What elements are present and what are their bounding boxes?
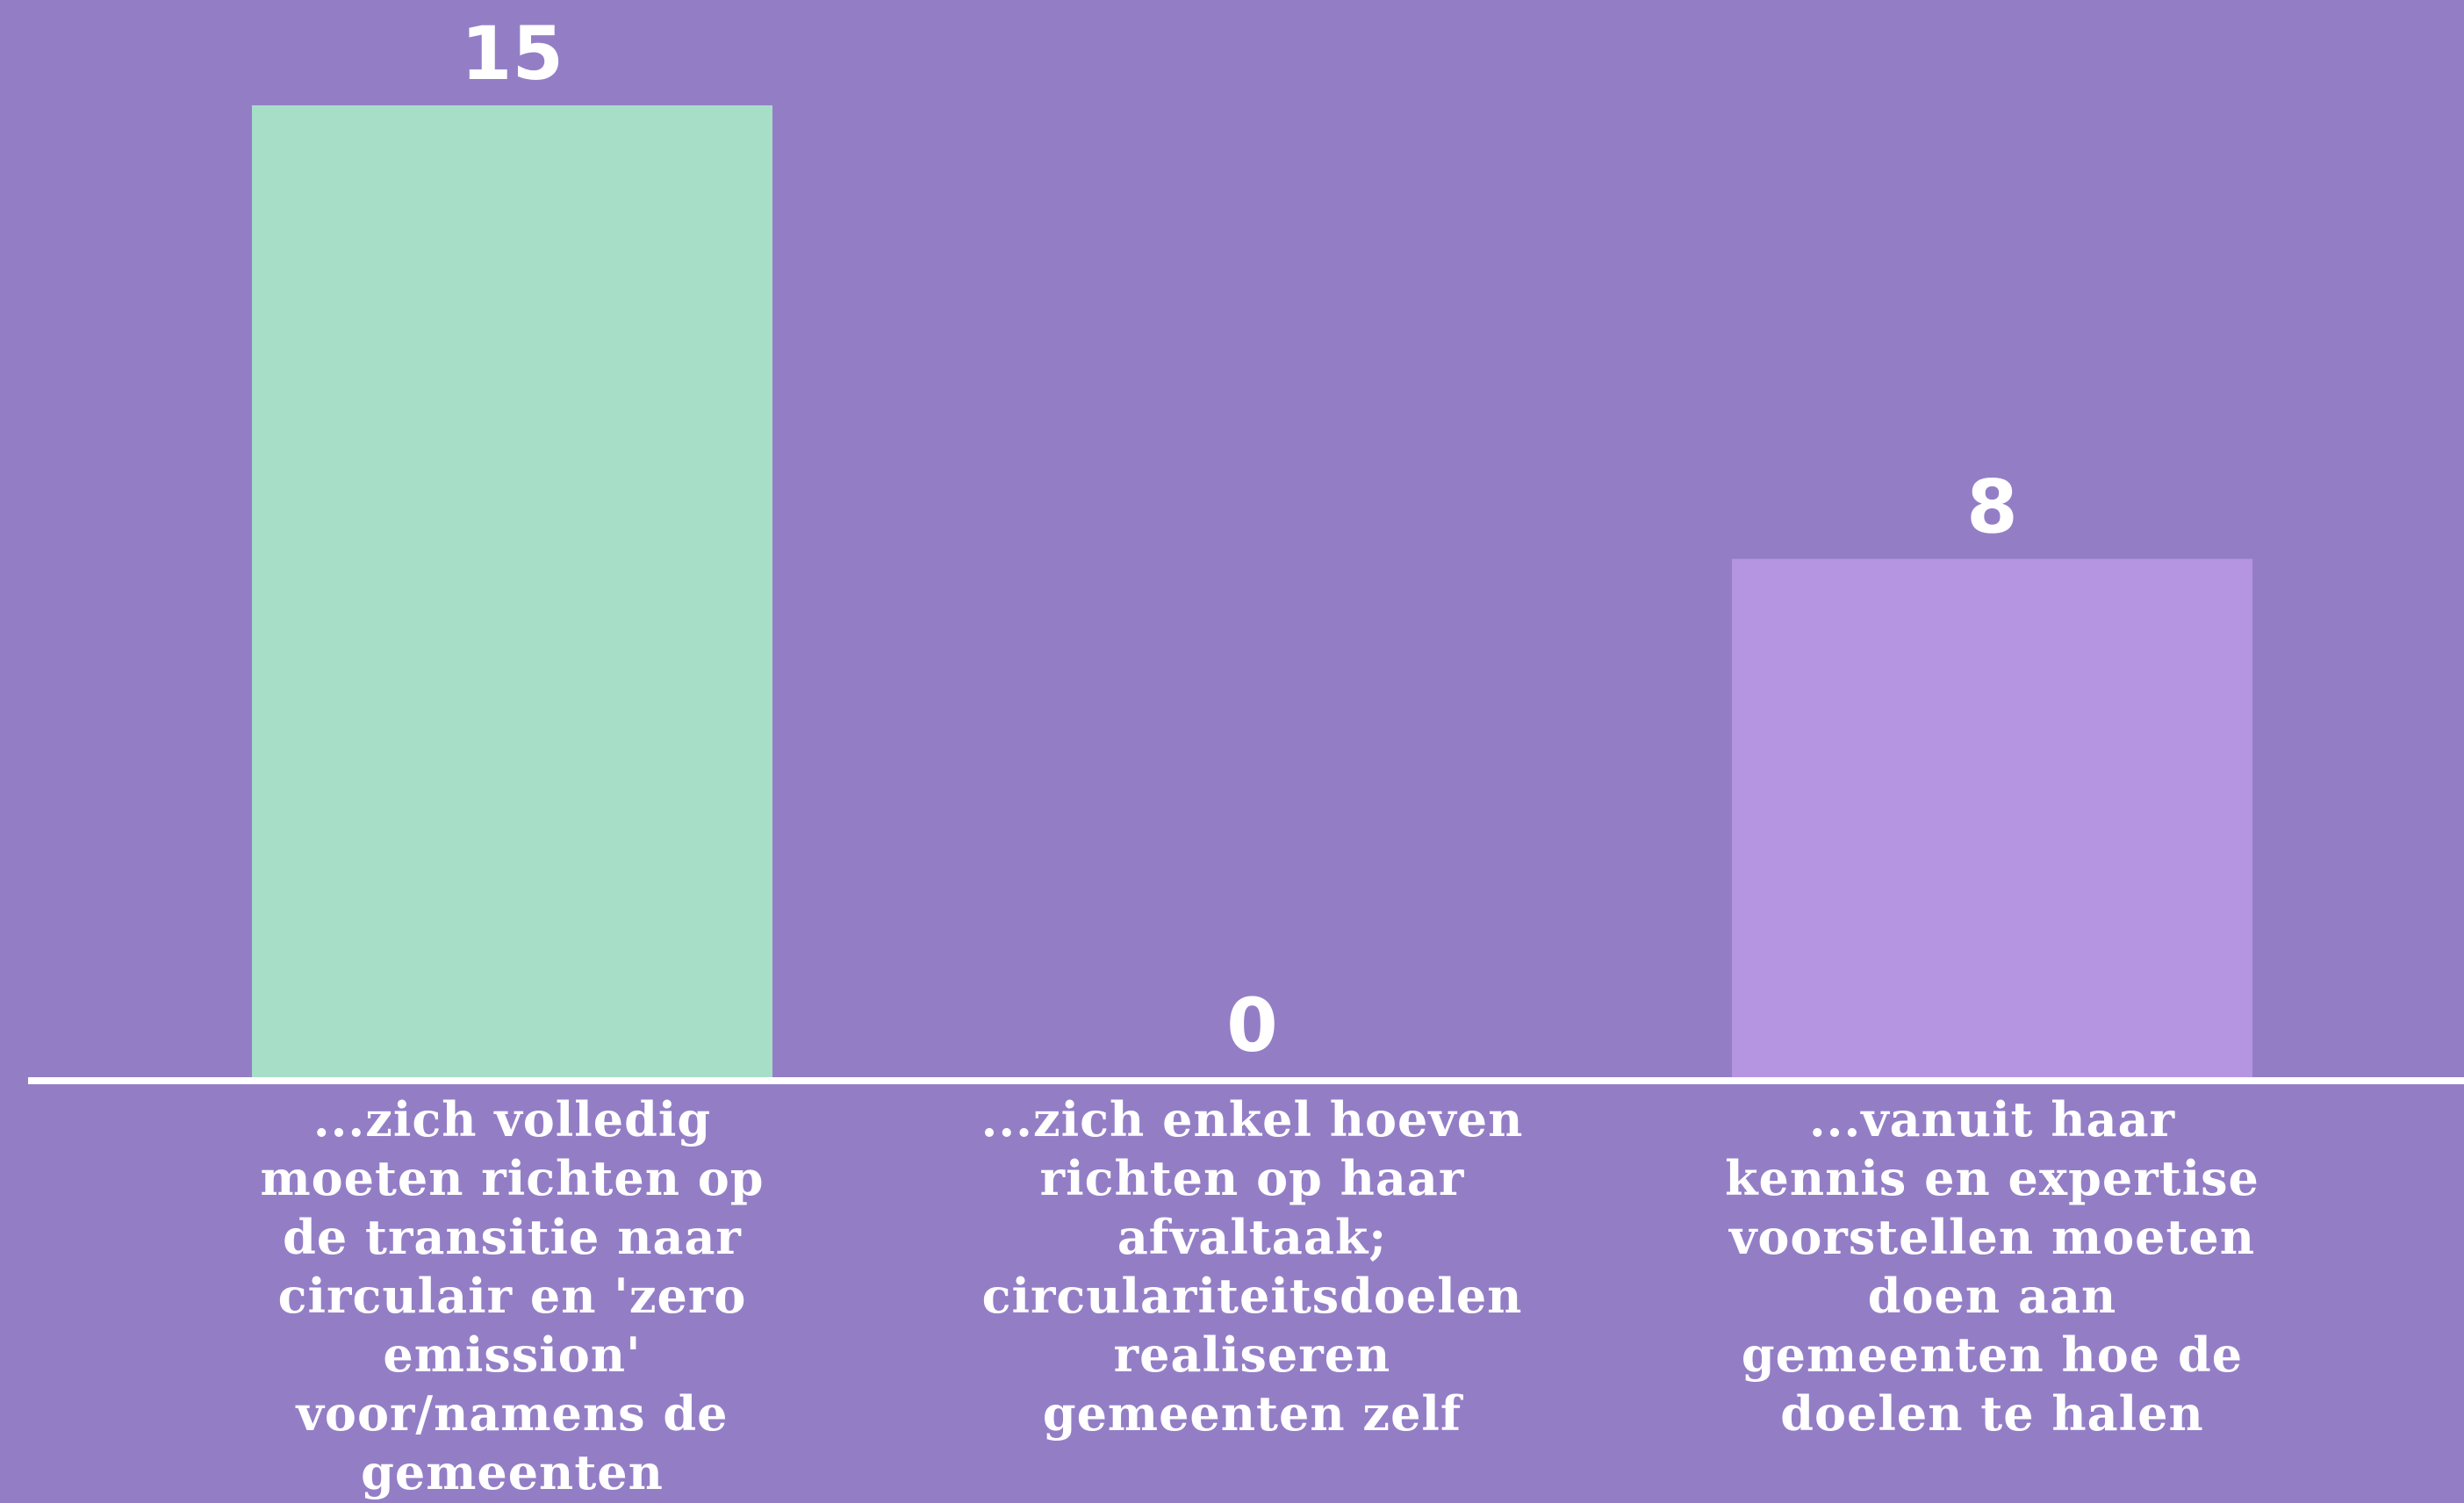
- bar: [252, 105, 772, 1077]
- value-label: 8: [1966, 464, 2017, 550]
- value-label: 0: [1226, 982, 1277, 1068]
- category-label: ...vanuit haar kennis en expertise voors…: [1725, 1091, 2259, 1442]
- category-label: ...zich enkel hoeven richten op haar afv…: [981, 1091, 1524, 1442]
- value-label: 15: [461, 11, 564, 97]
- category-label: ...zich volledig moeten richten op de tr…: [260, 1091, 765, 1500]
- bar: [1732, 558, 2252, 1077]
